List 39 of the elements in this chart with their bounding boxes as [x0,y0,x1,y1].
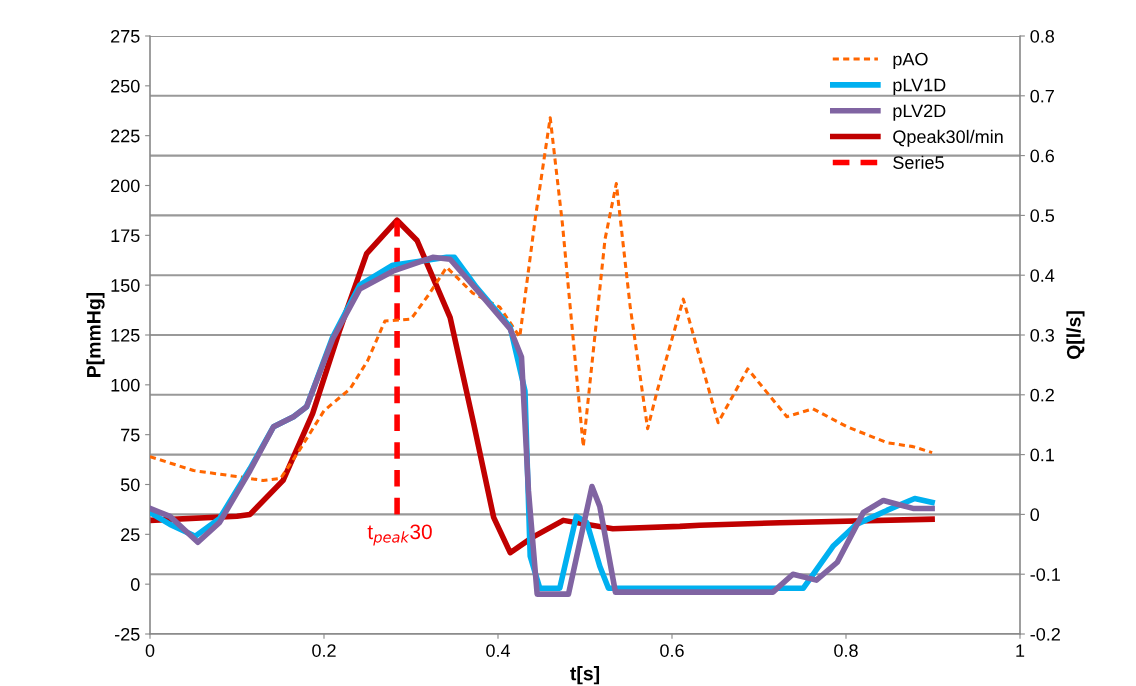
y2-tick-label: 0.4 [1030,269,1055,282]
legend-label: Serie5 [893,155,944,169]
legend-label: pLV2D [893,104,946,121]
y-tick-label: 150 [111,279,140,292]
y-tick-label: 25 [121,528,140,542]
y-tick-label: 100 [111,378,140,392]
y2-tick-label: -0.2 [1030,627,1060,641]
legend-label: pLV1D [893,78,946,95]
y2-tick-label: 0.3 [1030,328,1055,342]
x-tick-label: 0 [145,644,155,657]
y2-tick-label: 0.7 [1030,89,1054,103]
x-tick-label: 0.4 [486,644,511,657]
y-tick-label: 75 [121,428,140,442]
x-tick-label: 0.2 [312,644,336,657]
y-axis-title: P[mmHg] [86,292,105,377]
y2-tick-label: 0.5 [1030,209,1055,223]
y2-tick-label: 0.2 [1030,388,1054,402]
y2-axis-title: Q[l/s] [1066,311,1085,360]
legend-label: pAO [893,52,928,70]
y-tick-label: 250 [111,79,140,93]
y2-tick-label: -0.1 [1030,568,1060,581]
x-tick-label: 1 [1016,644,1025,657]
y2-tick-label: 0.8 [1030,29,1055,43]
y-tick-label: 200 [111,179,140,193]
y-tick-label: 0 [130,578,140,591]
y2-tick-label: 0 [1030,508,1040,522]
x-axis-title: t[s] [570,666,600,685]
legend-label: Qpeak30l/min [893,129,1003,147]
y-tick-label: 125 [111,328,140,342]
y2-tick-label: 0.1 [1030,448,1054,462]
y-tick-label: 225 [111,129,140,143]
y-tick-label: 50 [120,478,140,492]
y-tick-label: -25 [114,627,140,641]
y2-tick-label: 0.6 [1030,149,1055,163]
x-tick-label: 0.6 [660,644,684,657]
y-tick-label: 275 [111,29,140,43]
y-tick-label: 175 [111,229,140,243]
annotation: t$_{peak}$30 [367,524,432,546]
x-tick-label: 0.8 [834,644,858,657]
